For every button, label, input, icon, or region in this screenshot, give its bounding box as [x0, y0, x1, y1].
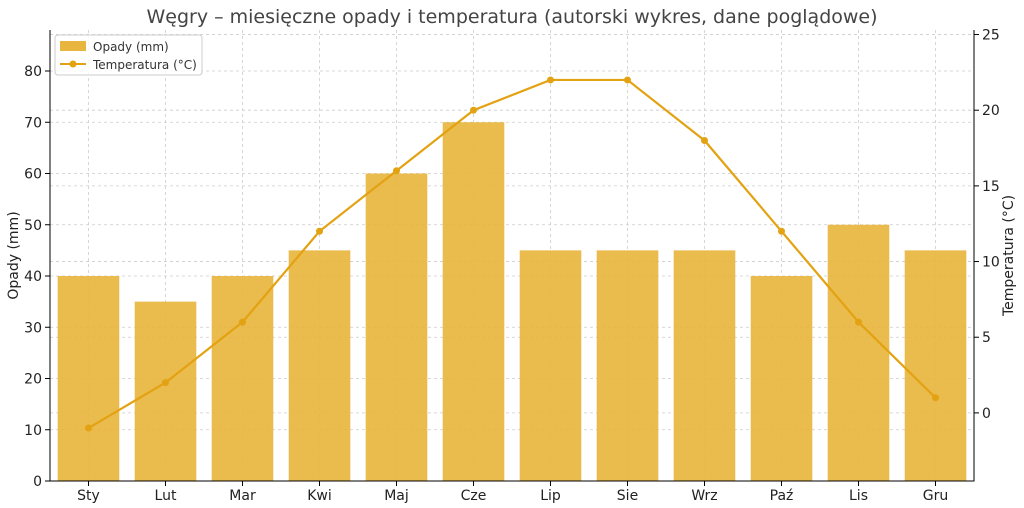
legend-line-marker [69, 60, 77, 68]
y2-tick-label: 5 [982, 330, 991, 346]
y2-tick-label: 20 [982, 103, 1000, 119]
y-tick-label: 50 [24, 218, 42, 234]
bar-Maj [365, 173, 428, 481]
temperature-line [85, 76, 939, 432]
x-tick-label: Kwi [307, 488, 332, 504]
bar-Kwi [288, 250, 351, 481]
legend-box [54, 34, 203, 76]
y-tick-label: 40 [24, 269, 42, 285]
axis-spines [49, 30, 975, 482]
bar-Lut [134, 301, 197, 481]
y2-tick-label: 15 [982, 179, 1000, 195]
temperature-point-Wrz [701, 136, 708, 144]
x-tick-label: Gru [923, 488, 948, 504]
x-tick-label: Cze [461, 488, 487, 504]
legend-bar-swatch [60, 41, 86, 51]
x-tick-label: Paź [770, 488, 794, 504]
temperature-point-Lip [547, 76, 554, 84]
bar-Paź [750, 276, 813, 481]
bar-Lip [519, 250, 582, 481]
y-tick-label: 70 [24, 115, 42, 131]
temperature-point-Sty [85, 424, 92, 432]
temperature-polyline [87, 78, 937, 429]
x-tick-label: Wrz [691, 488, 717, 504]
temperature-point-Gru [932, 394, 939, 402]
chart-title: Węgry – miesięczne opady i temperatura (… [146, 6, 877, 28]
bar-Lis [827, 224, 890, 481]
temperature-point-Sie [624, 76, 631, 84]
axes: 0 10 20 30 40 50 60 70 80 0 5 10 15 20 25 Sty Lut Mar Kwi M… [24, 28, 1000, 504]
bar-Gru [904, 250, 967, 481]
y2-tick-label: 0 [982, 406, 991, 422]
y-tick-label: 60 [24, 167, 42, 183]
bar-Sie [596, 250, 659, 481]
y-tick-label: 30 [24, 320, 42, 336]
y-tick-label: 10 [24, 423, 42, 439]
bars [57, 122, 967, 481]
bar-Wrz [673, 250, 736, 481]
temperature-point-Cze [470, 106, 477, 114]
x-tick-label: Lut [155, 488, 177, 504]
x-tick-label: Sty [77, 488, 100, 504]
temperature-point-Paź [778, 227, 785, 235]
bar-Cze [442, 122, 505, 481]
bar-Mar [211, 276, 274, 481]
temperature-point-Maj [393, 167, 400, 175]
legend-label-temperature: Temperatura (°C) [92, 58, 197, 72]
temperature-point-Lut [162, 379, 169, 387]
y-tick-label: 80 [24, 64, 42, 80]
temperature-point-Kwi [316, 227, 323, 235]
legend: Opady (mm) Temperatura (°C) [54, 34, 203, 76]
y2-tick-label: 10 [982, 255, 1000, 271]
x-tick-label: Sie [617, 488, 638, 504]
y-tick-label: 20 [24, 372, 42, 388]
y2-axis-label: Temperatura (°C) [1001, 195, 1017, 317]
y-tick-label: 0 [33, 474, 42, 490]
x-tick-label: Mar [229, 488, 256, 504]
x-tick-label: Lis [849, 488, 868, 504]
bar-Sty [57, 276, 120, 481]
x-tick-label: Lip [540, 488, 561, 504]
temperature-point-Lis [855, 318, 862, 326]
y-axis-label: Opady (mm) [6, 211, 22, 299]
y2-tick-label: 25 [982, 28, 1000, 44]
legend-label-precipitation: Opady (mm) [93, 40, 169, 54]
x-tick-label: Maj [384, 488, 409, 504]
temperature-point-Mar [239, 318, 246, 326]
